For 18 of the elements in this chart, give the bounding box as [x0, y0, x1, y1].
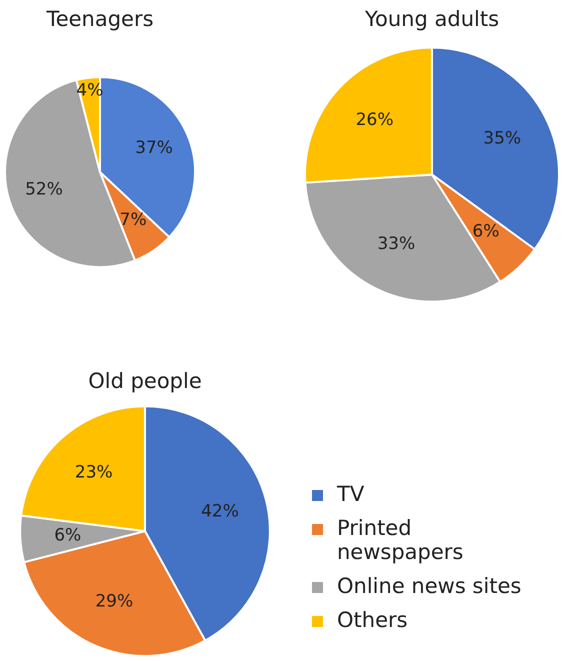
data-label: 52% [25, 180, 63, 200]
data-label: 6% [472, 221, 500, 242]
legend-label: Printed newspapers [337, 516, 464, 564]
chart-title: Teenagers [45, 7, 154, 32]
legend-label: TV [337, 482, 364, 506]
data-label: 23% [74, 462, 113, 482]
legend-label: Online news sites [337, 574, 522, 598]
chart-title: Old people [88, 369, 202, 394]
data-label: 7% [120, 210, 147, 230]
data-label: 37% [135, 138, 173, 158]
legend-label: Others [337, 608, 408, 632]
data-label: 29% [95, 592, 134, 612]
data-label: 33% [377, 234, 416, 254]
data-label: 26% [356, 110, 394, 130]
data-label: 42% [201, 501, 239, 522]
data-label: 6% [54, 525, 82, 546]
chart-title: Young adults [364, 7, 500, 32]
data-label: 35% [483, 128, 522, 148]
